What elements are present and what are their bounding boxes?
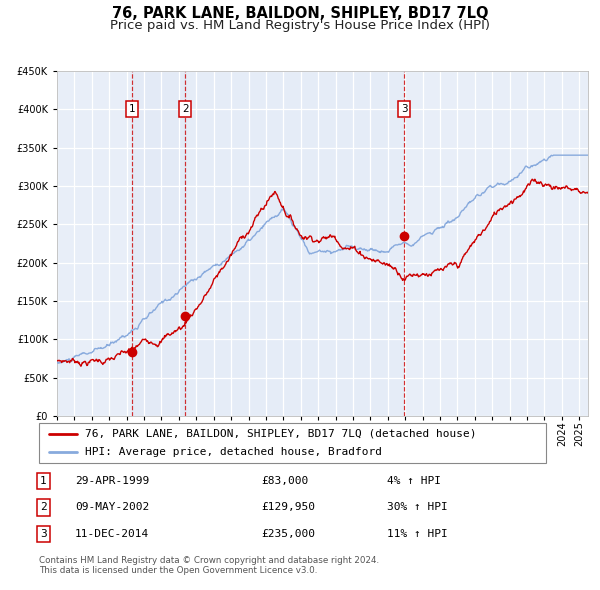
Text: 76, PARK LANE, BAILDON, SHIPLEY, BD17 7LQ: 76, PARK LANE, BAILDON, SHIPLEY, BD17 7L…: [112, 6, 488, 21]
Text: 30% ↑ HPI: 30% ↑ HPI: [387, 503, 448, 512]
Bar: [132, 71, 185, 416]
Text: Price paid vs. HM Land Registry's House Price Index (HPI): Price paid vs. HM Land Registry's House …: [110, 19, 490, 32]
Text: 29-APR-1999: 29-APR-1999: [75, 476, 149, 486]
Text: 4% ↑ HPI: 4% ↑ HPI: [387, 476, 441, 486]
Text: 76, PARK LANE, BAILDON, SHIPLEY, BD17 7LQ (detached house): 76, PARK LANE, BAILDON, SHIPLEY, BD17 7L…: [85, 429, 476, 439]
Text: 09-MAY-2002: 09-MAY-2002: [75, 503, 149, 512]
Text: HPI: Average price, detached house, Bradford: HPI: Average price, detached house, Brad…: [85, 447, 382, 457]
Text: 2: 2: [40, 503, 47, 512]
Bar: [185, 71, 404, 416]
Text: 11-DEC-2014: 11-DEC-2014: [75, 529, 149, 539]
Text: £129,950: £129,950: [261, 503, 315, 512]
Text: 3: 3: [401, 104, 407, 114]
Text: 2: 2: [182, 104, 188, 114]
Text: 11% ↑ HPI: 11% ↑ HPI: [387, 529, 448, 539]
FancyBboxPatch shape: [39, 423, 546, 463]
Text: 1: 1: [129, 104, 136, 114]
Text: £235,000: £235,000: [261, 529, 315, 539]
Text: 1: 1: [40, 476, 47, 486]
Text: Contains HM Land Registry data © Crown copyright and database right 2024.
This d: Contains HM Land Registry data © Crown c…: [39, 556, 379, 575]
Text: £83,000: £83,000: [261, 476, 308, 486]
Text: 3: 3: [40, 529, 47, 539]
